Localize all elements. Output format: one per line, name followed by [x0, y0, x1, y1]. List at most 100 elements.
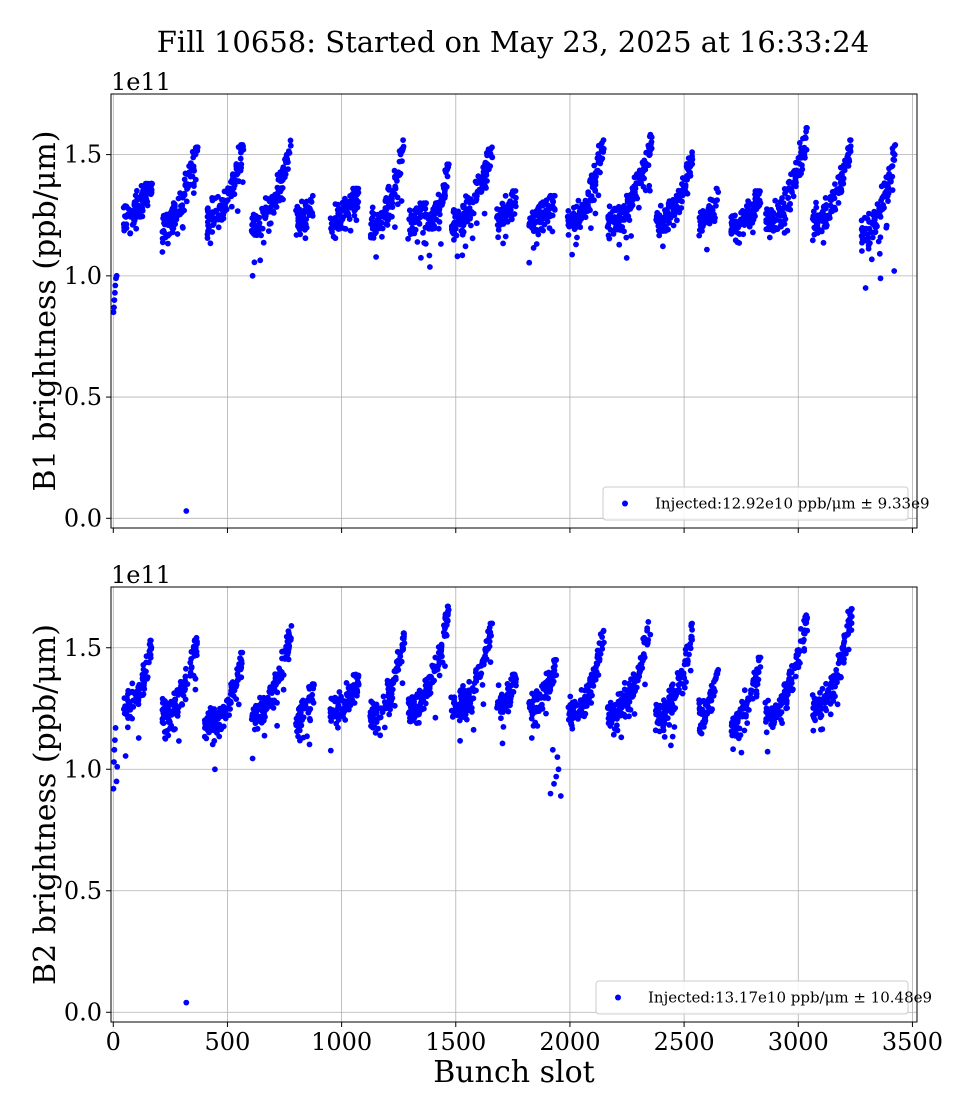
data-point: [801, 145, 808, 152]
data-point: [876, 207, 883, 214]
data-point: [845, 163, 852, 169]
data-point: [201, 733, 208, 740]
data-point: [584, 200, 591, 207]
data-point: [177, 678, 184, 685]
data-point: [332, 235, 339, 242]
data-point: [369, 204, 376, 211]
data-point: [861, 230, 868, 237]
data-point: [623, 255, 630, 261]
data-point: [262, 714, 268, 720]
data-point: [355, 681, 362, 688]
data-point: [181, 176, 188, 183]
data-point: [859, 225, 866, 231]
data-point: [639, 173, 646, 180]
data-point: [215, 224, 222, 231]
data-point: [811, 714, 817, 721]
data-point: [611, 726, 618, 732]
data-point: [451, 209, 458, 216]
data-point: [685, 167, 692, 174]
data-point: [706, 707, 713, 713]
x-tick-label: 3500: [882, 1028, 943, 1056]
data-point: [748, 687, 755, 694]
data-point: [675, 670, 682, 677]
data-point: [753, 688, 760, 694]
data-point: [298, 198, 305, 205]
x-tick-label: 2000: [539, 1028, 600, 1056]
data-point: [182, 673, 189, 680]
data-point: [594, 167, 601, 174]
data-point: [211, 706, 218, 712]
data-point: [554, 754, 561, 760]
data-point: [684, 176, 690, 183]
data-point: [190, 190, 197, 197]
data-point: [381, 699, 388, 705]
data-point: [349, 190, 356, 197]
data-point: [114, 763, 121, 770]
data-point: [642, 639, 649, 646]
data-point: [487, 620, 494, 627]
data-point: [414, 693, 420, 700]
data-point: [499, 206, 506, 213]
data-point: [181, 687, 188, 694]
data-point: [444, 617, 451, 624]
data-point: [184, 171, 191, 178]
data-point: [205, 205, 211, 212]
data-point: [464, 702, 471, 709]
data-point: [328, 708, 334, 714]
data-point: [804, 125, 810, 131]
data-point: [731, 226, 737, 233]
data-point: [509, 216, 515, 223]
data-point: [487, 659, 494, 665]
data-point: [230, 682, 237, 689]
y-offset-label: 1e11: [111, 561, 171, 589]
data-point: [670, 694, 677, 701]
panel-b2: 0.0 0.5 1.0 1.5 0 500 1000 1500 2000 2500 3000 3500…: [28, 561, 943, 1090]
data-point: [259, 708, 266, 714]
data-point: [233, 171, 240, 178]
data-point: [787, 206, 794, 213]
data-point: [398, 198, 405, 204]
data-point: [499, 692, 506, 699]
data-point: [811, 703, 818, 710]
data-point: [260, 209, 267, 216]
axes-frame: [110, 93, 918, 529]
data-point: [351, 212, 358, 219]
data-point: [606, 203, 613, 210]
y-tick-label: 1.5: [64, 634, 102, 662]
data-point: [756, 191, 762, 197]
data-point: [737, 216, 744, 223]
data-point: [112, 282, 119, 289]
data-point: [600, 137, 607, 144]
data-point: [285, 639, 292, 645]
data-point: [728, 230, 735, 237]
data-point: [495, 226, 502, 233]
data-point: [457, 737, 463, 744]
data-point: [183, 198, 190, 205]
data-point: [530, 710, 537, 716]
data-point: [823, 223, 830, 230]
data-point: [162, 698, 169, 705]
data-point: [426, 223, 432, 230]
data-point: [121, 227, 128, 234]
data-point: [577, 205, 584, 212]
data-point: [755, 669, 762, 675]
data-point: [221, 197, 227, 204]
data-point: [113, 778, 120, 785]
data-point: [251, 726, 258, 733]
data-point: [597, 651, 604, 657]
data-point: [551, 659, 558, 665]
data-point: [165, 240, 171, 247]
data-point: [469, 235, 476, 242]
data-point: [506, 688, 513, 695]
data-point: [412, 226, 419, 233]
data-point: [209, 195, 216, 201]
data-point: [802, 134, 809, 141]
data-point: [582, 703, 589, 709]
x-axis-label: Bunch slot: [433, 1055, 594, 1090]
data-point: [605, 715, 612, 722]
data-point: [508, 682, 515, 689]
data-point: [280, 648, 286, 655]
data-point: [575, 197, 582, 204]
data-point: [845, 151, 852, 158]
data-point: [147, 651, 154, 658]
